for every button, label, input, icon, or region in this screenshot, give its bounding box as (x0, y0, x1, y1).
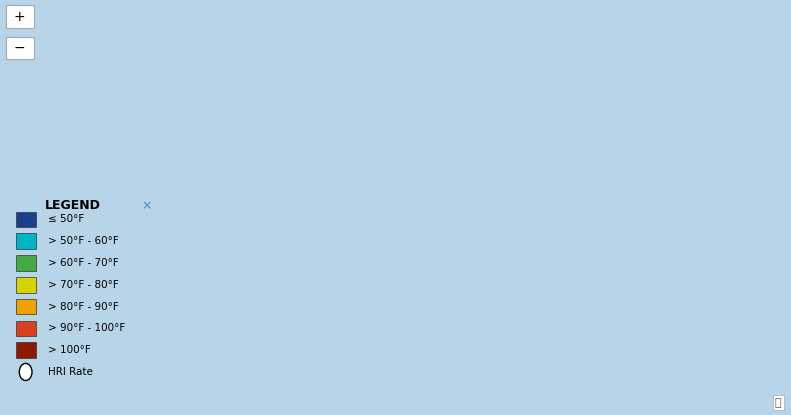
FancyBboxPatch shape (16, 277, 36, 293)
FancyBboxPatch shape (16, 299, 36, 315)
Text: > 90°F - 100°F: > 90°F - 100°F (48, 323, 125, 333)
FancyBboxPatch shape (16, 212, 36, 227)
FancyBboxPatch shape (16, 255, 36, 271)
Text: HRI Rate: HRI Rate (48, 367, 93, 377)
Text: > 50°F - 60°F: > 50°F - 60°F (48, 236, 119, 246)
Text: ≤ 50°F: ≤ 50°F (48, 215, 85, 225)
FancyBboxPatch shape (16, 320, 36, 336)
Text: > 80°F - 90°F: > 80°F - 90°F (48, 302, 119, 312)
Text: ⤢: ⤢ (775, 398, 782, 408)
Text: +: + (14, 10, 25, 24)
FancyBboxPatch shape (16, 233, 36, 249)
Text: LEGEND: LEGEND (45, 199, 100, 212)
Text: > 70°F - 80°F: > 70°F - 80°F (48, 280, 119, 290)
Circle shape (19, 364, 32, 381)
Text: ×: × (141, 199, 151, 212)
Text: −: − (14, 41, 25, 55)
FancyBboxPatch shape (16, 342, 36, 358)
Text: > 60°F - 70°F: > 60°F - 70°F (48, 258, 119, 268)
Text: > 100°F: > 100°F (48, 345, 91, 355)
